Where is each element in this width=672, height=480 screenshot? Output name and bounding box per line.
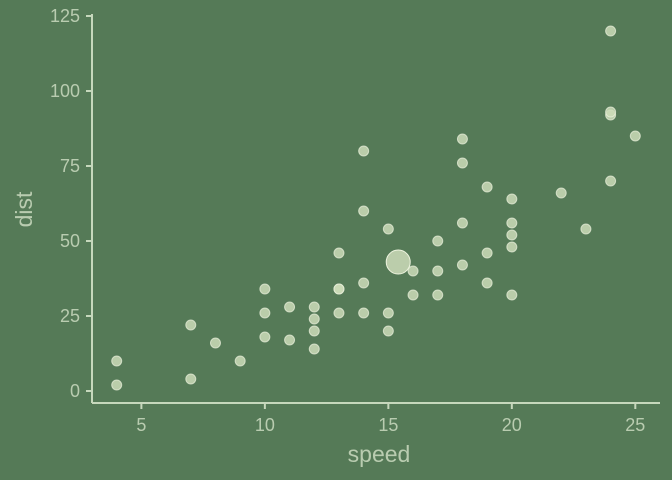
data-point bbox=[284, 301, 296, 313]
data-point bbox=[358, 277, 370, 289]
data-point bbox=[308, 325, 320, 337]
data-points bbox=[111, 25, 641, 391]
data-point bbox=[481, 181, 493, 193]
data-point bbox=[605, 25, 617, 37]
y-tick-label: 75 bbox=[60, 156, 80, 176]
y-tick-label: 25 bbox=[60, 306, 80, 326]
data-point bbox=[407, 289, 419, 301]
x-axis-title: speed bbox=[348, 441, 411, 467]
data-point bbox=[456, 157, 468, 169]
data-point bbox=[580, 223, 592, 235]
y-tick-label: 0 bbox=[70, 381, 80, 401]
x-tick-label: 10 bbox=[255, 415, 275, 435]
data-point bbox=[382, 325, 394, 337]
data-point bbox=[358, 145, 370, 157]
data-point bbox=[605, 106, 617, 118]
x-tick-label: 25 bbox=[625, 415, 645, 435]
mean-point bbox=[385, 249, 411, 275]
data-point bbox=[432, 265, 444, 277]
data-point bbox=[506, 289, 518, 301]
data-point bbox=[284, 334, 296, 346]
data-point bbox=[382, 223, 394, 235]
data-point bbox=[308, 313, 320, 325]
y-axis-ticks: 0 25 50 75 100 125 bbox=[50, 6, 92, 401]
data-point bbox=[555, 187, 567, 199]
y-axis-title: dist bbox=[11, 191, 37, 227]
data-point bbox=[629, 130, 641, 142]
data-point bbox=[506, 241, 518, 253]
data-point bbox=[333, 247, 345, 259]
data-point bbox=[111, 379, 123, 391]
data-point bbox=[407, 265, 419, 277]
data-point bbox=[605, 175, 617, 187]
data-point bbox=[506, 217, 518, 229]
data-point bbox=[432, 235, 444, 247]
data-point bbox=[185, 373, 197, 385]
data-point bbox=[333, 307, 345, 319]
x-tick-label: 20 bbox=[502, 415, 522, 435]
y-tick-label: 100 bbox=[50, 81, 80, 101]
data-point bbox=[456, 217, 468, 229]
x-tick-label: 5 bbox=[136, 415, 146, 435]
data-point bbox=[481, 247, 493, 259]
data-point bbox=[506, 193, 518, 205]
data-point bbox=[456, 259, 468, 271]
data-point bbox=[456, 133, 468, 145]
data-point bbox=[259, 283, 271, 295]
data-point bbox=[308, 301, 320, 313]
data-point bbox=[111, 355, 123, 367]
data-point bbox=[481, 277, 493, 289]
data-point bbox=[209, 337, 221, 349]
x-tick-label: 15 bbox=[378, 415, 398, 435]
y-tick-label: 125 bbox=[50, 6, 80, 26]
data-point bbox=[259, 307, 271, 319]
data-point bbox=[234, 355, 246, 367]
data-point bbox=[333, 283, 345, 295]
data-point bbox=[506, 229, 518, 241]
data-point bbox=[382, 307, 394, 319]
data-point bbox=[358, 205, 370, 217]
x-axis-ticks: 5 10 15 20 25 bbox=[136, 403, 645, 435]
data-point bbox=[308, 343, 320, 355]
data-point bbox=[185, 319, 197, 331]
y-tick-label: 50 bbox=[60, 231, 80, 251]
data-point bbox=[259, 331, 271, 343]
data-point bbox=[432, 289, 444, 301]
data-point bbox=[358, 307, 370, 319]
